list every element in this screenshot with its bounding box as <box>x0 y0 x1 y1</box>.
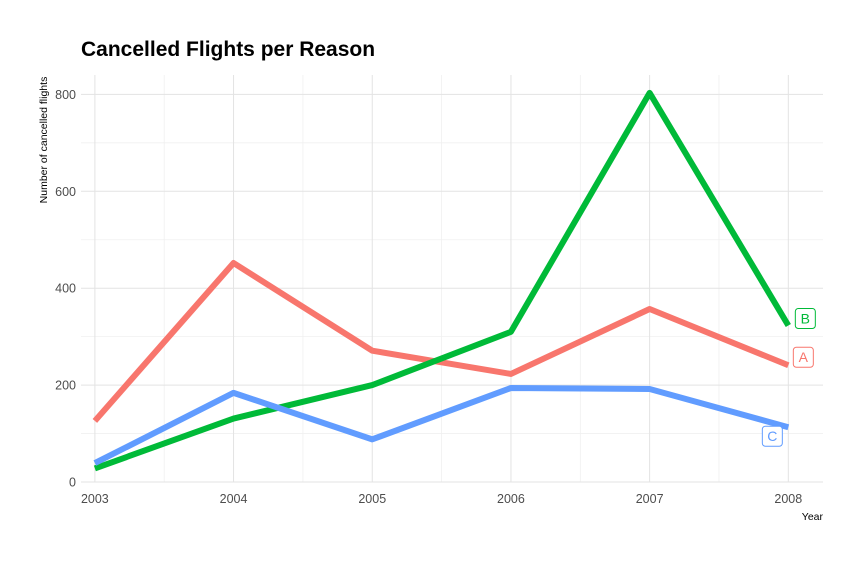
y-tick-label: 800 <box>55 88 76 102</box>
end-label-box <box>761 425 783 447</box>
x-axis-ticks: 2003 2004 2005 2006 2007 2008 <box>81 492 802 506</box>
x-tick-label: 2004 <box>220 492 248 506</box>
end-label-text: A <box>799 349 809 365</box>
y-tick-label: 400 <box>55 282 76 296</box>
series-line-c <box>93 385 790 466</box>
series-group <box>92 89 791 472</box>
end-label-b: B <box>794 307 816 329</box>
series-line-a <box>92 260 790 423</box>
chart-title: Cancelled Flights per Reason <box>81 38 375 61</box>
end-label-box <box>792 346 814 368</box>
x-tick-label: 2006 <box>497 492 525 506</box>
x-axis-title: Year <box>802 511 824 523</box>
y-axis-title: Number of cancelled flights <box>38 77 50 204</box>
x-tick-label: 2008 <box>774 492 802 506</box>
y-tick-label: 0 <box>69 476 76 490</box>
series-line-b <box>93 89 791 472</box>
y-tick-label: 200 <box>55 379 76 393</box>
x-tick-label: 2005 <box>358 492 386 506</box>
y-tick-label: 600 <box>55 185 76 199</box>
end-labels: A B C <box>761 307 816 447</box>
end-label-box <box>794 307 816 329</box>
end-label-a: A <box>792 346 814 368</box>
x-tick-label: 2007 <box>636 492 664 506</box>
end-label-c: C <box>761 425 783 447</box>
y-axis-ticks: 0 200 400 600 800 <box>55 88 76 490</box>
grid <box>81 75 823 483</box>
end-label-text: B <box>801 310 810 326</box>
end-label-text: C <box>767 428 777 444</box>
x-tick-label: 2003 <box>81 492 109 506</box>
